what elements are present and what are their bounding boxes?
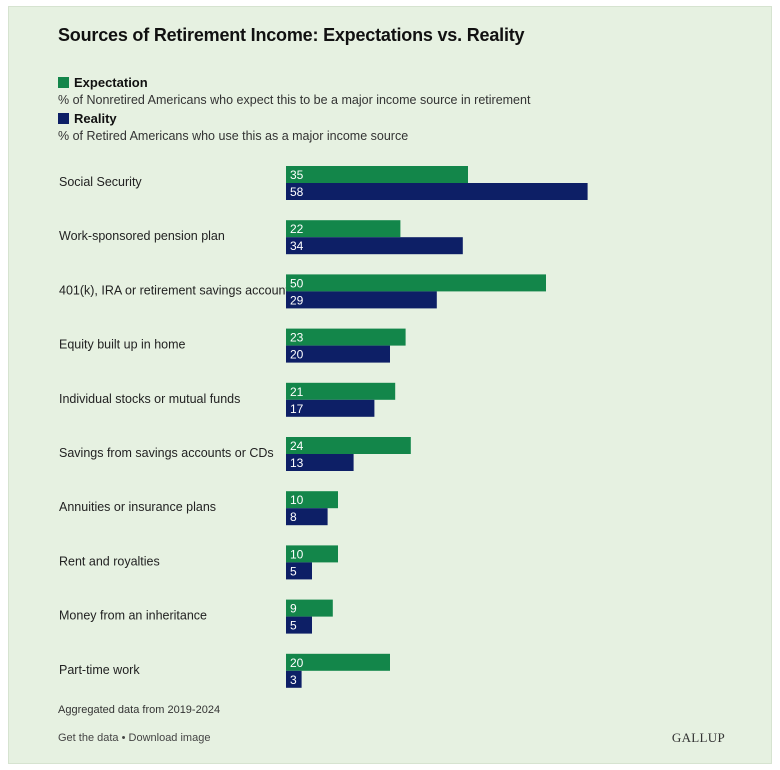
category-label-work-sponsored-pension-plan: Work-sponsored pension plan [59, 229, 225, 243]
bar-reality-individual-stocks-or-mutual-funds [286, 399, 375, 417]
bar-expectation-part-time-work [286, 653, 390, 671]
legend-desc-reality: % of Retired Americans who use this as a… [58, 129, 409, 143]
bar-expectation-401-k-ira-or-retirement-savings-account [286, 274, 546, 292]
value-label-reality-annuities-or-insurance-plans: 8 [290, 510, 297, 524]
category-label-money-from-an-inheritance: Money from an inheritance [59, 609, 207, 623]
value-label-reality-individual-stocks-or-mutual-funds: 17 [290, 402, 304, 416]
category-label-individual-stocks-or-mutual-funds: Individual stocks or mutual funds [59, 392, 240, 406]
legend-reality: Reality [58, 110, 117, 126]
value-label-reality-equity-built-up-in-home: 20 [290, 348, 304, 362]
category-label-social-security: Social Security [59, 175, 142, 189]
bar-reality-money-from-an-inheritance [286, 616, 312, 634]
value-label-reality-401-k-ira-or-retirement-savings-account: 29 [290, 293, 304, 307]
value-label-expectation-annuities-or-insurance-plans: 10 [290, 493, 304, 507]
legend-label-reality: Reality [74, 110, 117, 126]
bar-reality-401-k-ira-or-retirement-savings-account [286, 291, 437, 309]
bar-reality-part-time-work [286, 670, 302, 688]
bar-expectation-individual-stocks-or-mutual-funds [286, 382, 396, 400]
bar-expectation-annuities-or-insurance-plans [286, 491, 338, 509]
value-label-expectation-social-security: 35 [290, 168, 304, 182]
value-label-expectation-work-sponsored-pension-plan: 22 [290, 222, 304, 236]
value-label-reality-money-from-an-inheritance: 5 [290, 619, 297, 633]
category-label-annuities-or-insurance-plans: Annuities or insurance plans [59, 500, 216, 514]
category-label-rent-and-royalties: Rent and royalties [59, 554, 160, 568]
category-label-equity-built-up-in-home: Equity built up in home [59, 338, 186, 352]
value-label-expectation-rent-and-royalties: 10 [290, 547, 304, 561]
gallup-logo: GALLUP [671, 730, 725, 745]
value-label-expectation-savings-from-savings-accounts-or-cds: 24 [290, 439, 304, 453]
legend-swatch-expectation [58, 76, 69, 88]
bar-expectation-savings-from-savings-accounts-or-cds [286, 437, 411, 454]
footnote: Aggregated data from 2019-2024 [58, 704, 221, 716]
value-label-expectation-money-from-an-inheritance: 9 [290, 602, 297, 616]
legend-expectation: Expectation [58, 74, 148, 90]
value-label-reality-savings-from-savings-accounts-or-cds: 13 [290, 456, 304, 470]
bar-expectation-money-from-an-inheritance [286, 599, 333, 617]
legend-label-expectation: Expectation [74, 74, 148, 90]
bar-reality-rent-and-royalties [286, 562, 312, 580]
legend-desc-expectation: % of Nonretired Americans who expect thi… [58, 93, 531, 107]
chart-title: Sources of Retirement Income: Expectatio… [58, 25, 525, 45]
category-label-part-time-work: Part-time work [59, 663, 140, 677]
value-label-reality-social-security: 58 [290, 185, 304, 199]
value-label-expectation-equity-built-up-in-home: 23 [290, 331, 304, 345]
value-label-reality-work-sponsored-pension-plan: 34 [290, 239, 304, 253]
category-label-401-k-ira-or-retirement-savings-account: 401(k), IRA or retirement savings accoun… [59, 283, 289, 297]
bar-reality-equity-built-up-in-home [286, 345, 390, 363]
data-links[interactable]: Get the data • Download image [58, 732, 211, 744]
bar-expectation-equity-built-up-in-home [286, 328, 406, 346]
value-label-expectation-individual-stocks-or-mutual-funds: 21 [290, 385, 304, 399]
value-label-reality-rent-and-royalties: 5 [290, 564, 297, 578]
bar-reality-savings-from-savings-accounts-or-cds [286, 454, 354, 471]
bar-expectation-work-sponsored-pension-plan [286, 220, 401, 238]
bar-reality-social-security [286, 183, 588, 200]
bar-expectation-social-security [286, 166, 468, 183]
value-label-expectation-part-time-work: 20 [290, 656, 304, 670]
legend-swatch-reality [58, 112, 69, 124]
chart-panel: Sources of Retirement Income: Expectatio… [8, 6, 772, 764]
bar-reality-annuities-or-insurance-plans [286, 508, 328, 526]
value-label-expectation-401-k-ira-or-retirement-savings-account: 50 [290, 276, 304, 290]
bar-reality-work-sponsored-pension-plan [286, 237, 463, 255]
bar-expectation-rent-and-royalties [286, 545, 338, 563]
category-label-savings-from-savings-accounts-or-cds: Savings from savings accounts or CDs [59, 446, 274, 460]
value-label-reality-part-time-work: 3 [290, 673, 297, 687]
